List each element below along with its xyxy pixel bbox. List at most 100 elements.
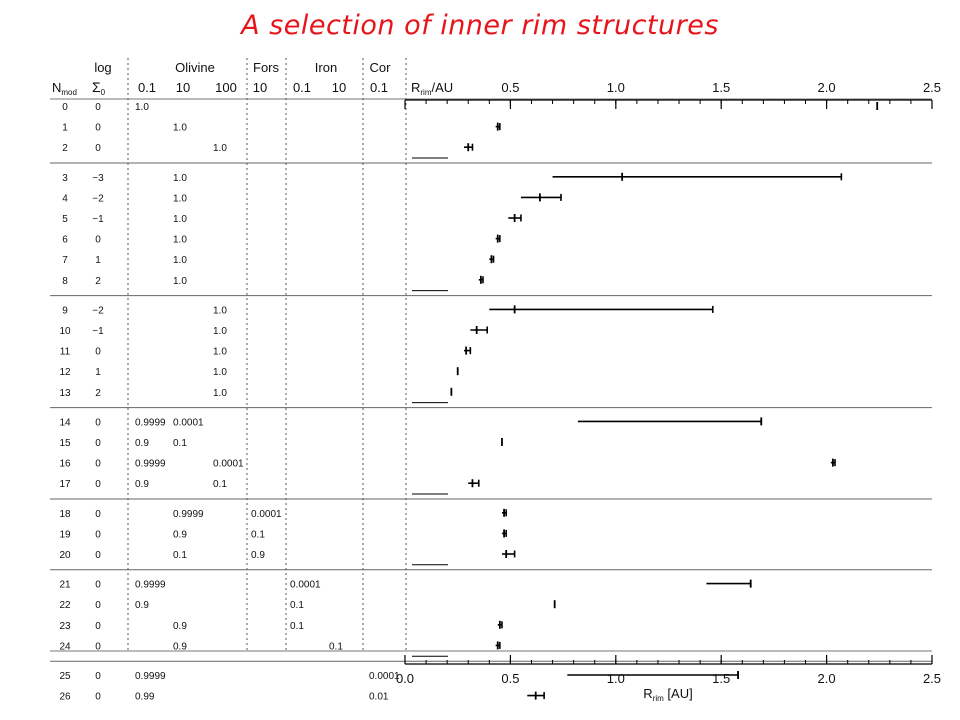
row-abundance-ol01: 0.9: [135, 600, 149, 611]
row-nmod: 15: [59, 438, 71, 449]
row-abundance-ol10: 1.0: [173, 235, 187, 246]
row-abundance-ol10: 0.9: [173, 529, 187, 540]
x-tick-label: 2.0: [818, 671, 836, 686]
row-log-sigma: 0: [95, 641, 101, 652]
row-abundance-ol10: 0.1: [173, 550, 187, 561]
row-abundance-ol01: 1.0: [135, 102, 149, 113]
header-iron-10: 10: [332, 80, 346, 95]
row-nmod: 18: [59, 509, 71, 520]
row-log-sigma: −2: [92, 305, 104, 316]
row-nmod: 14: [59, 417, 71, 428]
header-iron: Iron: [315, 60, 337, 75]
row-log-sigma: 0: [95, 550, 101, 561]
row-abundance-ol01: 0.9999: [135, 417, 166, 428]
row-abundance-ol10: 0.9999: [173, 509, 204, 520]
row-log-sigma: 0: [95, 580, 101, 591]
row-log-sigma: 2: [95, 388, 101, 399]
row-nmod: 0: [62, 102, 68, 113]
row-abundance-iron01: 0.0001: [290, 580, 321, 591]
header-sigma: Σ0: [92, 79, 106, 97]
row-nmod: 5: [62, 214, 68, 225]
row-nmod: 9: [62, 305, 68, 316]
row-log-sigma: 0: [95, 438, 101, 449]
row-log-sigma: −2: [92, 193, 104, 204]
row-nmod: 23: [59, 621, 71, 632]
row-log-sigma: 0: [95, 143, 101, 154]
row-abundance-ol01: 0.99: [135, 692, 155, 703]
row-log-sigma: 1: [95, 367, 101, 378]
row-log-sigma: 0: [95, 123, 101, 134]
row-nmod: 19: [59, 529, 71, 540]
header-olivine-01: 0.1: [138, 80, 156, 95]
header-olivine-10: 10: [176, 80, 190, 95]
row-nmod: 3: [62, 173, 68, 184]
row-log-sigma: −1: [92, 214, 104, 225]
x-tick-label: 1.5: [712, 671, 730, 686]
header-fors: Fors: [253, 60, 280, 75]
header-cor: Cor: [370, 60, 392, 75]
row-abundance-ol10: 0.1: [173, 438, 187, 449]
row-abundance-fors10: 0.1: [251, 529, 265, 540]
row-log-sigma: 0: [95, 417, 101, 428]
top-tick-label: 1.5: [712, 80, 730, 95]
model-rows: 0 0 1.01 0 1.02 0 1.03 −3 1.04 −2 1.05 −1 1.06 0 1.07 1…: [59, 102, 879, 703]
row-nmod: 17: [59, 479, 71, 490]
row-abundance-ol100: 0.0001: [213, 459, 244, 470]
row-nmod: 25: [59, 671, 71, 682]
top-tick-label: 2.0: [818, 80, 836, 95]
row-abundance-fors10: 0.9: [251, 550, 265, 561]
row-nmod: 24: [59, 641, 71, 652]
header-fors-10: 10: [253, 80, 267, 95]
row-log-sigma: 0: [95, 479, 101, 490]
row-log-sigma: 0: [95, 692, 101, 703]
slide-title: A selection of inner rim structures: [241, 10, 719, 41]
row-log-sigma: 0: [95, 459, 101, 470]
row-abundance-ol10: 1.0: [173, 193, 187, 204]
row-nmod: 20: [59, 550, 71, 561]
header-log: log: [94, 60, 111, 75]
row-log-sigma: 0: [95, 671, 101, 682]
row-nmod: 2: [62, 143, 68, 154]
x-axis: 0.0 0.5 1.0 1.5 2.0 2.5: [396, 99, 941, 686]
row-abundance-ol100: 1.0: [213, 143, 227, 154]
row-nmod: 16: [59, 459, 71, 470]
row-log-sigma: 0: [95, 621, 101, 632]
row-abundance-ol100: 1.0: [213, 388, 227, 399]
row-abundance-ol100: 1.0: [213, 367, 227, 378]
row-abundance-ol10: 0.9: [173, 621, 187, 632]
row-abundance-ol10: 0.9: [173, 641, 187, 652]
row-log-sigma: 0: [95, 509, 101, 520]
row-abundance-ol100: 0.1: [213, 479, 227, 490]
row-abundance-ol10: 1.0: [173, 173, 187, 184]
row-abundance-ol10: 1.0: [173, 276, 187, 287]
row-nmod: 12: [59, 367, 71, 378]
x-axis-label: Rrim [AU]: [643, 686, 692, 703]
x-tick-label: 1.0: [607, 671, 625, 686]
row-nmod: 26: [59, 692, 71, 703]
top-tick-label: 0.5: [501, 80, 519, 95]
row-abundance-cor01: 0.01: [369, 692, 389, 703]
header-nmod: Nmod: [52, 80, 77, 97]
header-iron-01: 0.1: [293, 80, 311, 95]
row-abundance-ol01: 0.9999: [135, 580, 166, 591]
row-nmod: 11: [60, 347, 71, 358]
header-cor-01: 0.1: [370, 80, 388, 95]
row-log-sigma: 0: [95, 235, 101, 246]
row-abundance-iron01: 0.1: [290, 621, 304, 632]
x-tick-label: 0.5: [501, 671, 519, 686]
header-olivine-100: 100: [215, 80, 237, 95]
table-lines: [50, 58, 932, 662]
top-tick-label: 1.0: [607, 80, 625, 95]
header-olivine: Olivine: [175, 60, 215, 75]
row-abundance-ol01: 0.9999: [135, 459, 166, 470]
row-abundance-ol100: 1.0: [213, 305, 227, 316]
row-log-sigma: 0: [95, 102, 101, 113]
row-abundance-cor01: 0.0001: [369, 671, 400, 682]
row-abundance-iron01: 0.1: [290, 600, 304, 611]
header-rrim: Rrim/AU: [411, 80, 453, 97]
row-abundance-ol01: 0.9: [135, 479, 149, 490]
row-nmod: 4: [62, 193, 68, 204]
row-abundance-ol100: 1.0: [213, 347, 227, 358]
row-abundance-ol10: 1.0: [173, 214, 187, 225]
